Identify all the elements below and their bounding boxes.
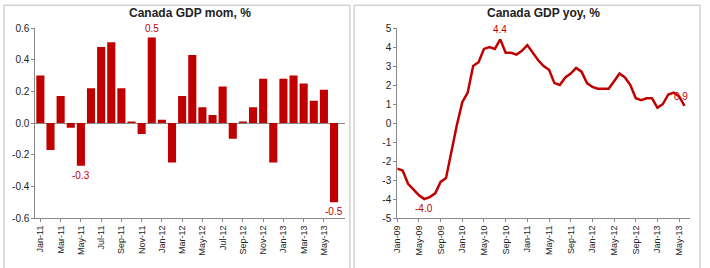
- svg-text:0.4: 0.4: [15, 54, 29, 65]
- svg-text:-4.0: -4.0: [415, 203, 433, 214]
- svg-text:May-11: May-11: [76, 226, 86, 255]
- svg-text:4: 4: [386, 42, 392, 53]
- svg-text:-0.5: -0.5: [325, 206, 343, 217]
- svg-text:May-13: May-13: [319, 226, 329, 256]
- svg-text:Jan-12: Jan-12: [587, 226, 597, 254]
- svg-text:0: 0: [386, 118, 392, 129]
- svg-text:0.0: 0.0: [15, 118, 29, 129]
- svg-text:-0.4: -0.4: [12, 181, 30, 192]
- svg-text:2: 2: [386, 80, 392, 91]
- svg-text:May-13: May-13: [674, 226, 684, 256]
- svg-text:Jan-13: Jan-13: [652, 226, 662, 254]
- svg-text:May-09: May-09: [414, 226, 424, 256]
- svg-text:1: 1: [386, 99, 392, 110]
- svg-text:0.5: 0.5: [145, 23, 159, 34]
- svg-text:5: 5: [386, 23, 392, 34]
- svg-text:Nov-11: Nov-11: [137, 226, 147, 254]
- svg-text:Jan-12: Jan-12: [157, 226, 167, 254]
- svg-text:Mar-13: Mar-13: [299, 226, 309, 255]
- svg-text:May-12: May-12: [197, 226, 207, 256]
- svg-text:Canada GDP mom, %: Canada GDP mom, %: [129, 6, 251, 20]
- svg-text:-5: -5: [382, 213, 391, 224]
- svg-text:0.9: 0.9: [674, 91, 688, 102]
- svg-text:-0.3: -0.3: [72, 170, 90, 181]
- svg-text:Jan-11: Jan-11: [35, 226, 45, 253]
- svg-text:Jan-11: Jan-11: [522, 226, 532, 253]
- svg-text:-2: -2: [382, 156, 391, 167]
- svg-text:Sep-10: Sep-10: [501, 226, 511, 255]
- svg-text:Nov-12: Nov-12: [258, 226, 268, 255]
- svg-text:4.4: 4.4: [493, 24, 507, 35]
- svg-text:Mar-11: Mar-11: [56, 226, 66, 254]
- svg-text:Jul-12: Jul-12: [218, 226, 228, 251]
- svg-text:Jul-11: Jul-11: [96, 226, 106, 250]
- svg-text:-0.6: -0.6: [12, 213, 30, 224]
- svg-text:Sep-12: Sep-12: [631, 226, 641, 255]
- svg-text:Sep-11: Sep-11: [116, 226, 126, 254]
- svg-text:May-11: May-11: [544, 226, 554, 255]
- svg-text:3: 3: [386, 61, 392, 72]
- svg-text:Sep-09: Sep-09: [436, 226, 446, 255]
- svg-text:Jan-10: Jan-10: [457, 226, 467, 254]
- svg-text:-3: -3: [382, 175, 391, 186]
- svg-text:0.2: 0.2: [15, 86, 29, 97]
- svg-text:Sep-11: Sep-11: [566, 226, 576, 254]
- svg-text:0.6: 0.6: [15, 23, 29, 34]
- svg-text:-1: -1: [382, 137, 391, 148]
- svg-text:-4: -4: [382, 194, 391, 205]
- svg-text:May-10: May-10: [479, 226, 489, 256]
- svg-text:Jan-13: Jan-13: [278, 226, 288, 254]
- svg-text:Jan-09: Jan-09: [392, 226, 402, 254]
- svg-text:Canada GDP yoy, %: Canada GDP yoy, %: [487, 6, 600, 20]
- svg-text:-0.2: -0.2: [12, 149, 30, 160]
- svg-text:May-12: May-12: [609, 226, 619, 256]
- svg-text:Sep-12: Sep-12: [238, 226, 248, 255]
- svg-text:Mar-12: Mar-12: [177, 226, 187, 255]
